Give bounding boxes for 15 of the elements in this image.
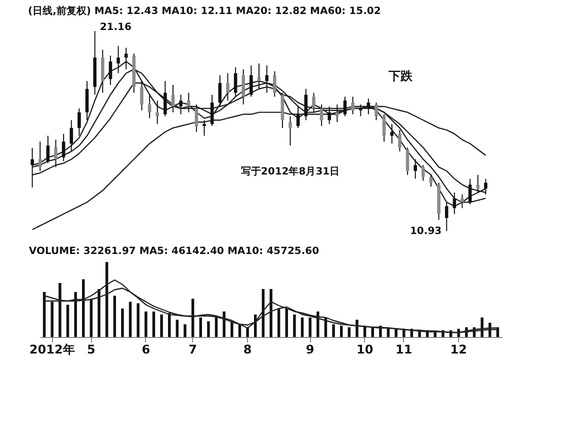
annotation: 写于2012年8月31日 [240, 166, 340, 178]
x-tick-label: 9 [306, 342, 314, 356]
x-tick-label: 10 [356, 342, 374, 356]
annotation: 21.16 [100, 22, 132, 33]
annotation: 10.93 [410, 226, 442, 237]
chart-title: VOLUME: 32261.97 MA5: 46142.40 MA10: 45725.60 [28, 246, 320, 257]
x-tick-label: 8 [243, 342, 252, 356]
x-tick-label: 12 [450, 342, 467, 356]
x-tick-label: 5 [87, 342, 96, 356]
annotation: 下跌 [387, 69, 414, 83]
x-tick-label: 2012年 [29, 342, 75, 356]
chart-title: (日线,前复权) MA5: 12.43 MA10: 12.11 MA20: 12.82 MA60: 15.02 [28, 5, 381, 17]
x-tick-label: 11 [396, 342, 412, 356]
x-tick-label: 7 [188, 342, 198, 356]
x-tick-label: 6 [142, 342, 150, 356]
